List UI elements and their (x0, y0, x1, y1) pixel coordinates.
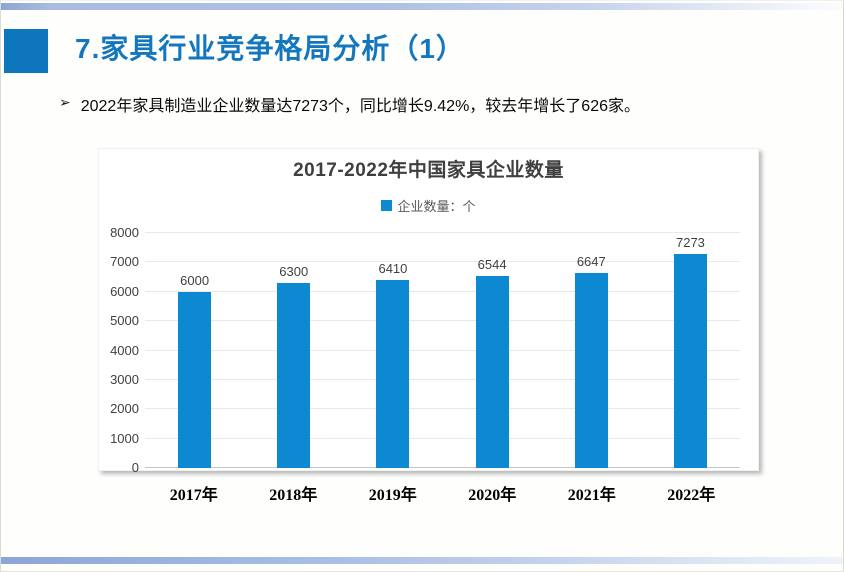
bar (673, 254, 707, 468)
y-axis-labels: 0 1000 2000 3000 4000 5000 6000 7000 8000 (99, 225, 139, 475)
y-tick-label-2000: 2000 (110, 401, 139, 417)
chart-legend: 企业数量：个 (99, 196, 758, 215)
x-axis-labels: 2017年 2018年 2019年 2020年 2021年 2022年 (144, 481, 741, 505)
gridline-8000 (145, 232, 740, 233)
y-tick-label-8000: 8000 (110, 225, 139, 240)
bar-value-label: 6410 (378, 260, 408, 276)
bullet-text: 2022年家具制造业企业数量达7273个，同比增长9.42%，较去年增长了626… (80, 98, 640, 115)
gridline-2000 (145, 408, 740, 410)
bar-value-label: 6000 (180, 272, 210, 288)
bottom-decoration-bar (1, 557, 843, 564)
bar-value-label: 7273 (675, 235, 705, 251)
bar-group-2018年: 6300 (244, 233, 343, 468)
y-tick-label-4000: 4000 (110, 342, 139, 358)
bar-group-2020年: 6544 (443, 233, 542, 468)
bar (277, 282, 311, 468)
x-tick-label-2020年: 2020年 (468, 487, 517, 504)
gridline-4000 (145, 349, 740, 351)
bar-group-2019年: 6410 (343, 233, 442, 468)
chart-panel: 2017-2022年中国家具企业数量 企业数量：个 0 1000 2000 3000 4… (98, 148, 759, 475)
bar (574, 272, 608, 468)
top-decoration-bar (1, 3, 843, 10)
x-tick-label-2022年: 2022年 (667, 487, 716, 504)
bullet-arrow-icon: ➢ (59, 94, 71, 110)
x-tick-label-2019年: 2019年 (368, 487, 417, 504)
bar-value-label: 6544 (477, 256, 507, 272)
y-tick-label-7000: 7000 (110, 254, 139, 270)
gridline-5000 (145, 320, 740, 322)
gridline-6000 (145, 290, 740, 292)
y-tick-label-0: 0 (131, 460, 139, 475)
bar-group-2017年: 6000 (145, 233, 244, 468)
bar-group-2022年: 7273 (641, 233, 740, 468)
title-accent-square (4, 29, 48, 73)
y-tick-label-1000: 1000 (110, 430, 139, 446)
bar-series: 6000 6300 6410 6544 6647 7273 (145, 233, 740, 468)
bar-group-2021年: 6647 (542, 233, 641, 468)
y-tick-label-6000: 6000 (110, 283, 139, 299)
page-title: 7.家具行业竞争格局分析（1） (75, 33, 465, 64)
gridline-7000 (145, 261, 740, 263)
bar (475, 275, 509, 468)
chart-title: 2017-2022年中国家具企业数量 (293, 160, 564, 181)
bar-value-label: 6647 (576, 253, 606, 269)
bar (178, 291, 212, 468)
legend-label: 企业数量：个 (397, 199, 476, 214)
gridline-0 (145, 467, 740, 468)
y-tick-label-3000: 3000 (110, 371, 139, 387)
x-tick-label-2017年: 2017年 (169, 487, 218, 504)
legend-color-swatch (381, 200, 393, 211)
plot-area: 0 1000 2000 3000 4000 5000 6000 7000 8000 6000 63… (110, 225, 740, 475)
bar (376, 279, 410, 468)
gridline-1000 (145, 437, 740, 439)
y-tick-label-5000: 5000 (110, 313, 139, 329)
x-tick-label-2021年: 2021年 (567, 487, 616, 504)
bar-value-label: 6300 (279, 263, 309, 279)
bullet-point: ➢ 2022年家具制造业企业数量达7273个，同比增长9.42%，较去年增长了6… (59, 92, 819, 116)
gridline-3000 (145, 378, 740, 380)
x-tick-label-2018年: 2018年 (269, 487, 318, 504)
